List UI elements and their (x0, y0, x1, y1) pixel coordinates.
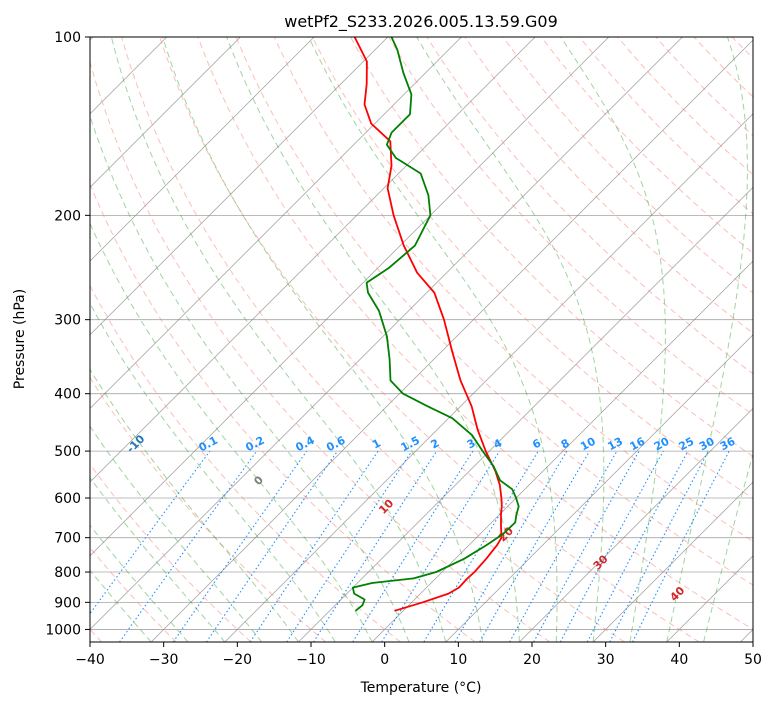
mixing-ratio-line (533, 450, 640, 642)
y-tick-label: 400 (54, 387, 81, 403)
y-tick-label: 500 (54, 444, 81, 460)
isotherm-line (224, 113, 753, 642)
mixing-ratio-line (381, 450, 500, 642)
mixing-ratio-line (313, 450, 438, 642)
x-axis-label: Temperature (°C) (360, 680, 482, 696)
isotherm-line (90, 37, 241, 189)
isotherm-line (90, 37, 462, 410)
dry-adiabat (502, 37, 753, 294)
dry-adiabat (350, 37, 753, 457)
mixing-ratio-line (559, 450, 664, 642)
y-axis-label: Pressure (hPa) (12, 289, 28, 389)
moist-adiabat (703, 452, 753, 642)
isotherm-line (592, 481, 753, 642)
chart-title: wetPf2_S233.2026.005.13.59.G09 (284, 12, 558, 32)
x-tick-label: −30 (149, 652, 179, 668)
y-tick-label: 1000 (45, 622, 81, 638)
x-tick-label: 40 (670, 652, 688, 668)
x-tick-label: 0 (380, 652, 389, 668)
x-tick-label: 50 (744, 652, 762, 668)
isotherm-line (445, 334, 753, 642)
x-tick-label: 20 (523, 652, 541, 668)
isotherm-line (90, 37, 610, 557)
mixing-ratio-lines (90, 450, 730, 642)
isotherm-line (90, 37, 536, 483)
moist-adiabat (110, 37, 447, 642)
moist-adiabat (90, 114, 410, 642)
isotherm-line (90, 37, 389, 336)
dry-adiabat (90, 284, 401, 642)
moist-adiabat (226, 37, 520, 642)
mixing-ratio-label: 25 (677, 435, 697, 454)
y-tick-label: 200 (54, 208, 81, 224)
isotherm-grid (90, 37, 753, 642)
moist-adiabat (560, 37, 666, 642)
y-tick-label: 600 (54, 491, 81, 507)
x-tick-label: −20 (223, 652, 253, 668)
isotherm-line (371, 260, 753, 642)
mixing-ratio-label: 30 (697, 435, 717, 454)
moist-adiabat (90, 476, 226, 642)
mixing-ratio-line (119, 450, 258, 642)
y-tick-label: 800 (54, 565, 81, 581)
mixing-ratio-line (172, 450, 308, 642)
mixing-ratio-line (90, 450, 211, 615)
dry-adiabat (90, 60, 551, 642)
y-tick-label: 300 (54, 313, 81, 329)
y-tick-label: 100 (54, 30, 81, 46)
moist-adiabat (90, 425, 262, 642)
dry-adiabat (464, 37, 753, 334)
moist-adiabats (90, 37, 753, 642)
mixing-ratio-line (352, 450, 474, 642)
mixing-ratio-label: 16 (628, 435, 648, 454)
dry-adiabat (311, 37, 753, 500)
dry-adiabat (121, 37, 625, 642)
mixing-ratio-label: 20 (652, 435, 672, 454)
mixing-ratio-label: 36 (718, 434, 738, 453)
moist-adiabat (416, 37, 605, 642)
plot-frame (89, 36, 754, 643)
moist-adiabat (90, 222, 373, 642)
y-tick-label: 700 (54, 531, 81, 547)
mixing-ratio-line (509, 450, 618, 642)
dry-adiabat (159, 37, 700, 642)
isotherm-line (519, 407, 753, 642)
mixing-ratio-line (479, 450, 591, 642)
mixing-ratio-line (205, 450, 338, 642)
isotherm-line (150, 39, 753, 642)
dry-adiabat (617, 37, 753, 176)
x-tick-label: −40 (75, 652, 105, 668)
moist-adiabat (162, 37, 484, 642)
moist-adiabat (666, 37, 748, 642)
mixing-ratio-line (454, 450, 568, 642)
dry-adiabats (90, 37, 753, 642)
x-tick-label: 10 (449, 652, 467, 668)
dry-adiabat (388, 37, 753, 416)
x-tick-label: −10 (296, 652, 326, 668)
x-tick-label: 30 (597, 652, 615, 668)
dry-adiabat (90, 463, 252, 642)
x-axis: −40 −30 −20 −10 0 10 20 30 40 50 (75, 642, 762, 668)
moist-adiabat (90, 368, 299, 642)
mixing-ratio-line (423, 450, 539, 642)
mixing-ratio-label: 13 (605, 435, 625, 454)
profiles (351, 37, 520, 612)
mixing-ratio-label: 10 (578, 435, 598, 454)
isotherm-line (90, 37, 683, 631)
dry-adiabat (579, 37, 753, 215)
moist-adiabat (90, 302, 336, 642)
moist-adiabat (308, 37, 558, 642)
y-axis: 100 200 300 400 500 600 700 800 900 1000 (45, 30, 90, 638)
dry-adiabat (235, 37, 753, 586)
y-tick-label: 900 (54, 595, 81, 611)
dewpoint-profile (351, 37, 520, 612)
isotherm-line (90, 37, 315, 262)
